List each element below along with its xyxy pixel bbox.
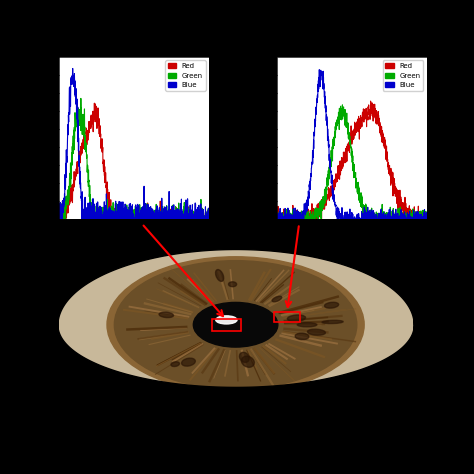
Ellipse shape [171,362,180,366]
Circle shape [193,302,278,347]
X-axis label: R,G,B-components: R,G,B-components [312,243,391,252]
Bar [212,319,241,330]
Circle shape [107,257,364,393]
Ellipse shape [322,320,343,324]
Ellipse shape [272,296,282,302]
Circle shape [114,261,357,389]
Legend: Red, Green, Blue: Red, Green, Blue [383,60,423,91]
Ellipse shape [295,333,309,340]
X-axis label: R,G,B-components: R,G,B-components [95,243,173,252]
Ellipse shape [57,247,414,402]
Ellipse shape [159,312,173,318]
Ellipse shape [216,270,224,282]
Ellipse shape [241,356,255,367]
Ellipse shape [297,323,317,327]
Ellipse shape [216,316,237,324]
Ellipse shape [182,358,195,366]
Ellipse shape [239,352,249,363]
Ellipse shape [287,315,306,321]
Bar [274,312,300,322]
Ellipse shape [325,302,338,308]
Y-axis label: Probability: Probability [230,116,239,160]
Legend: Red, Green, Blue: Red, Green, Blue [165,60,206,91]
Ellipse shape [228,282,237,287]
Ellipse shape [308,329,326,335]
